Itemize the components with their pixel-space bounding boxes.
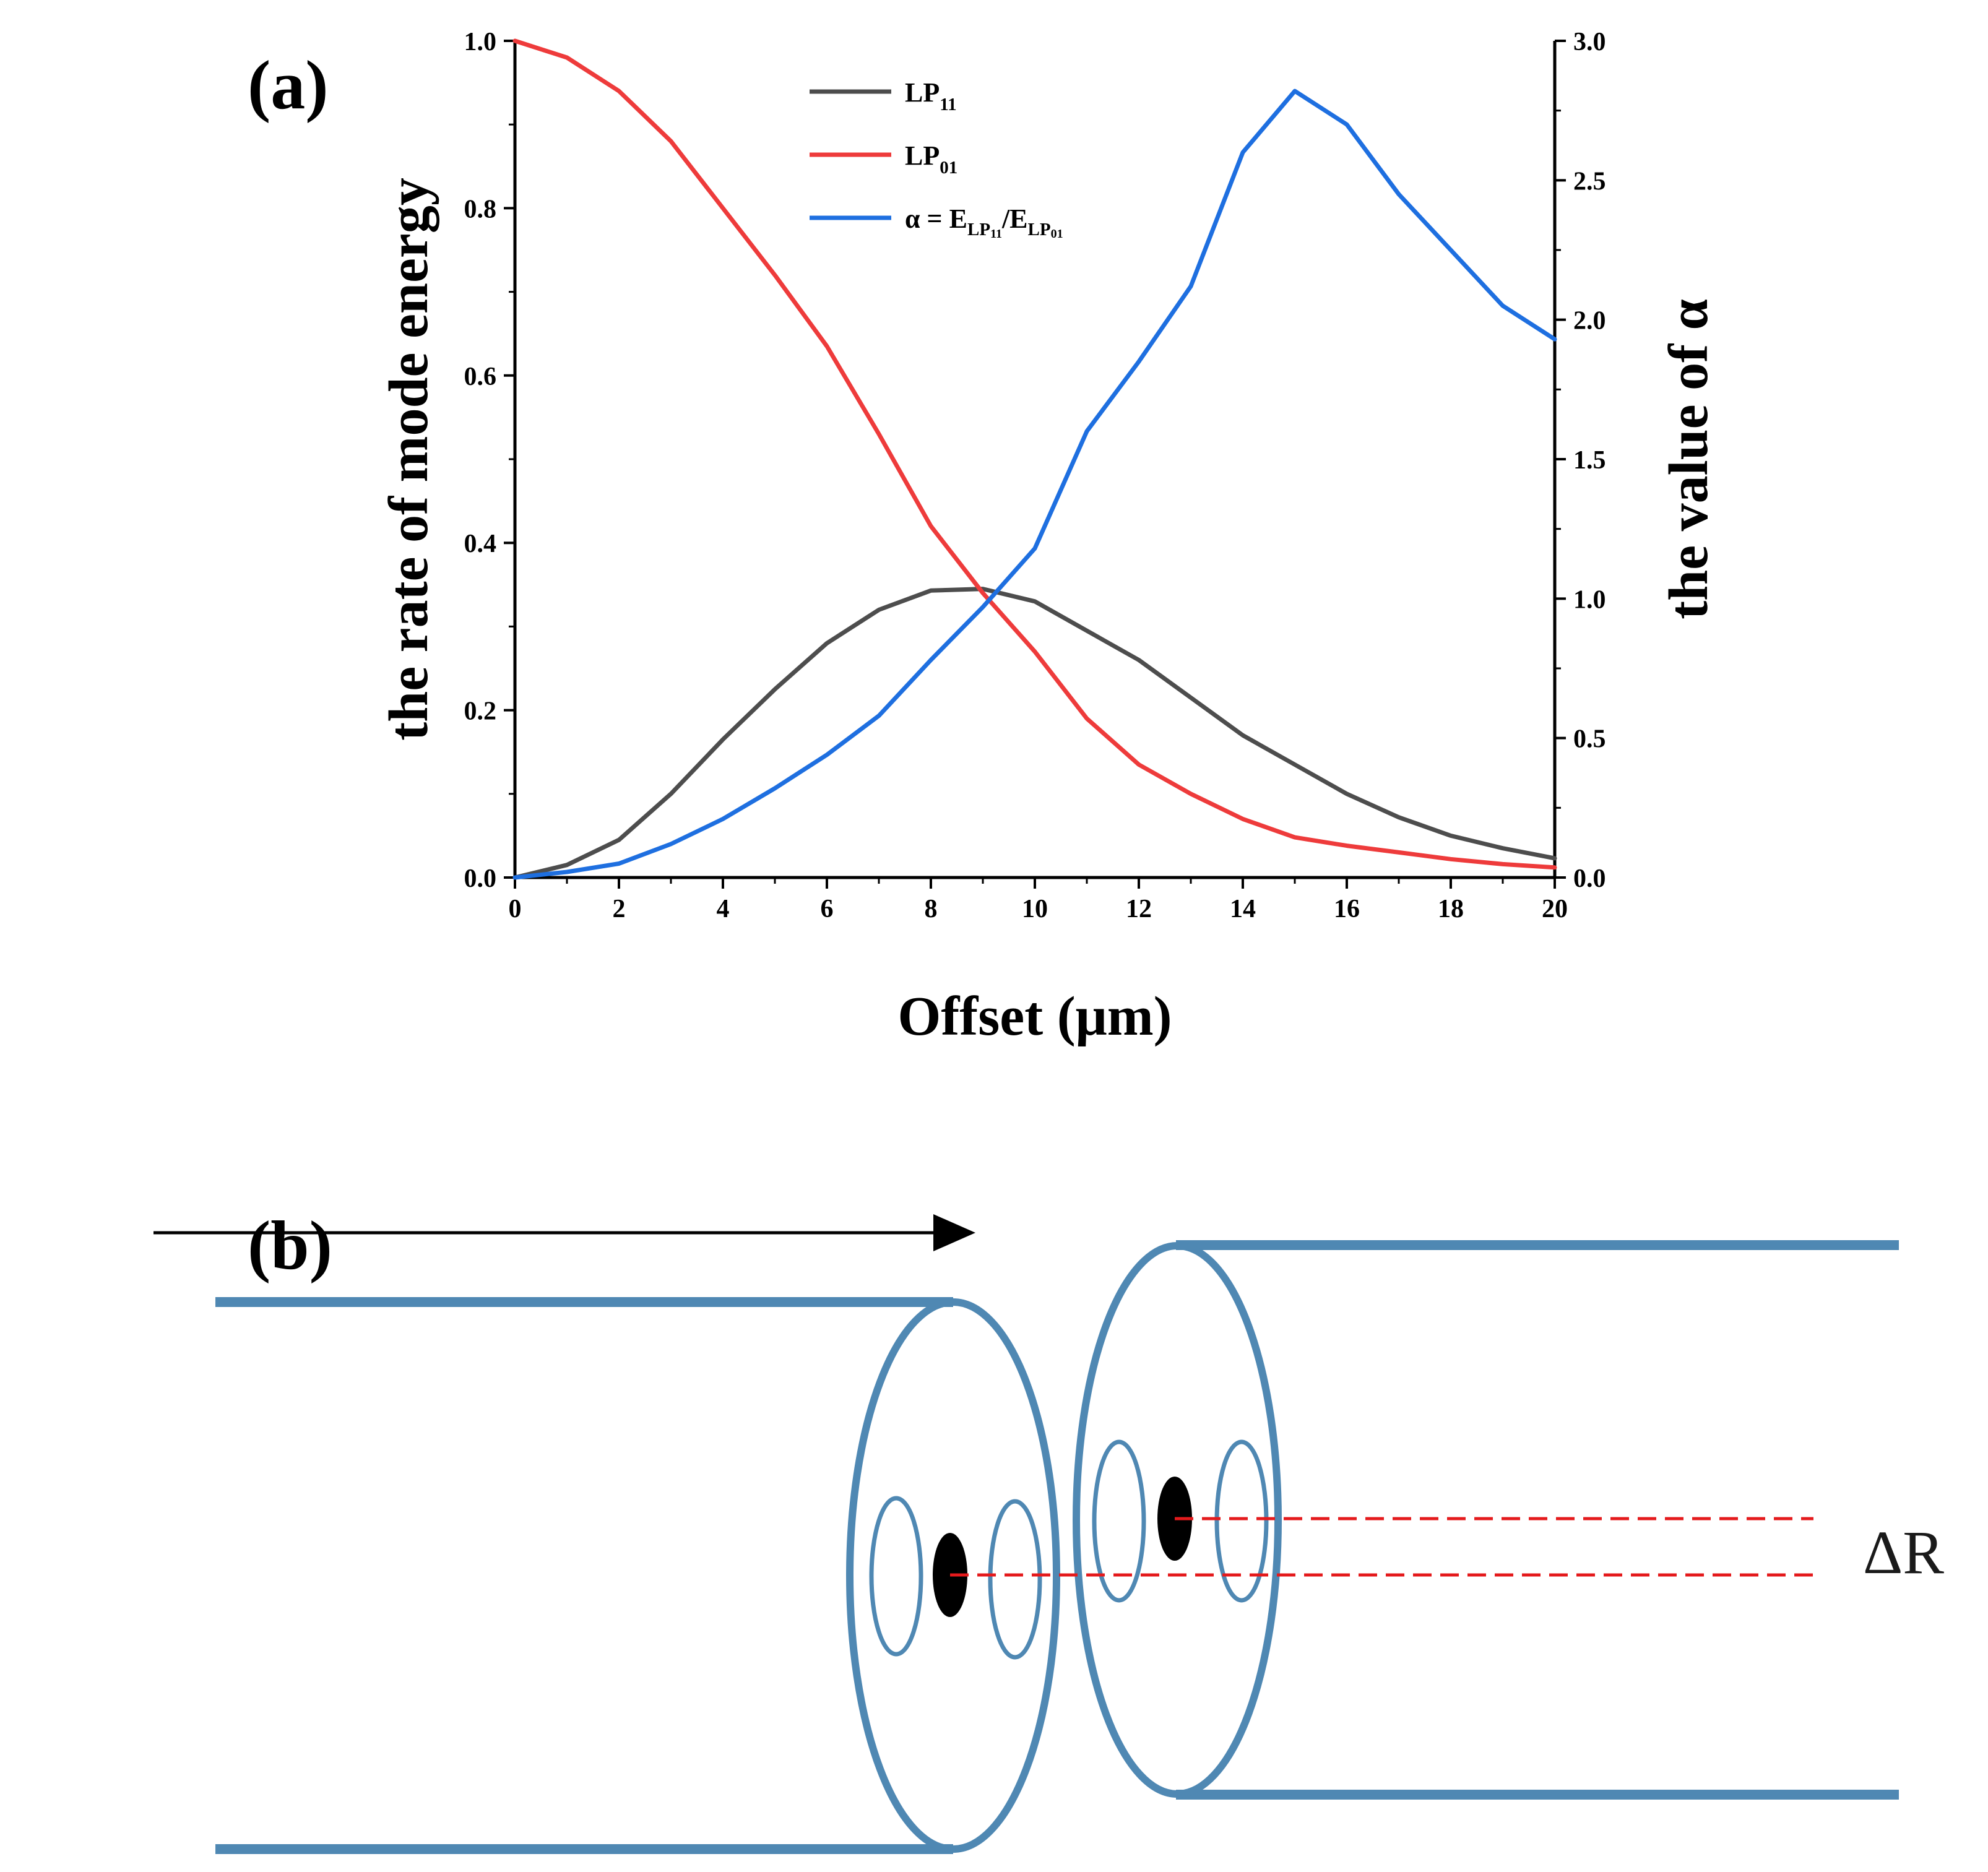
y-axis-title: the rate of mode energy (378, 178, 439, 741)
panel-a-label: (a) (248, 47, 329, 124)
y-axis-ticks: 0.0 0.2 0.4 0.6 0.8 1.0 (464, 28, 515, 893)
x-tick-label: 14 (1230, 895, 1256, 923)
left-fiber-lp11-lobe-left (869, 1496, 923, 1657)
y2-axis-title: the value of α (1658, 299, 1719, 619)
legend-label-lp11: LP11 (905, 77, 957, 114)
left-fiber-lp11-lobe-right (988, 1499, 1042, 1660)
x-axis-ticks: 0 2 4 6 8 10 12 14 16 18 20 (509, 878, 1568, 923)
y-tick-label: 0.0 (464, 865, 497, 893)
y2-tick-label: 0.0 (1573, 865, 1606, 893)
x-tick-label: 20 (1542, 895, 1568, 923)
x-tick-label: 8 (925, 895, 938, 923)
x-tick-label: 16 (1334, 895, 1360, 923)
series-line-lp11 (512, 587, 1557, 880)
y2-tick-label: 2.0 (1573, 307, 1606, 335)
x-tick-label: 18 (1438, 895, 1464, 923)
panel-b-label: (b) (248, 1207, 332, 1284)
x-tick-label: 4 (717, 895, 730, 923)
propagation-arrow-head-icon (933, 1214, 975, 1251)
fiber-offset-diagram: ΔR (153, 1214, 1944, 1854)
y-tick-label: 0.4 (464, 530, 497, 558)
x-axis-title: Offset (μm) (897, 986, 1172, 1047)
x-tick-label: 10 (1022, 895, 1048, 923)
left-fiber-end-face (846, 1298, 1060, 1853)
y-tick-label: 0.6 (464, 363, 497, 391)
y2-tick-label: 1.0 (1573, 585, 1606, 614)
x-tick-label: 12 (1126, 895, 1152, 923)
legend-label-alpha: α = ELP11/ELP01 (905, 204, 1063, 241)
x-tick-label: 6 (821, 895, 834, 923)
y2-tick-label: 1.5 (1573, 446, 1606, 475)
legend-label-lp01: LP01 (905, 140, 957, 178)
mode-energy-chart: 0 2 4 6 8 10 12 14 16 18 20 0.0 0.2 0.4 0.6 0.8 1.0 0.0… (378, 28, 1719, 1047)
y2-tick-label: 2.5 (1573, 167, 1606, 196)
right-fiber-lp11-lobe-left (1092, 1439, 1146, 1603)
y-tick-label: 1.0 (464, 28, 497, 56)
series-line-alpha (512, 88, 1557, 880)
right-fiber-end-face (1073, 1242, 1282, 1798)
y-tick-label: 0.8 (464, 195, 497, 223)
y2-tick-label: 0.5 (1573, 725, 1606, 754)
x-tick-label: 0 (509, 895, 522, 923)
right-fiber-lp11-lobe-right (1214, 1439, 1269, 1603)
y-tick-label: 0.2 (464, 697, 497, 726)
series-line-lp01 (512, 38, 1557, 870)
y2-axis-ticks: 0.0 0.5 1.0 1.5 2.0 2.5 3.0 (1555, 28, 1606, 893)
legend: LP11 LP01 α = ELP11/ELP01 (810, 77, 1063, 241)
delta-r-label: ΔR (1863, 1518, 1944, 1587)
y2-tick-label: 3.0 (1573, 28, 1606, 56)
series-lines (512, 38, 1557, 880)
x-tick-label: 2 (613, 895, 626, 923)
